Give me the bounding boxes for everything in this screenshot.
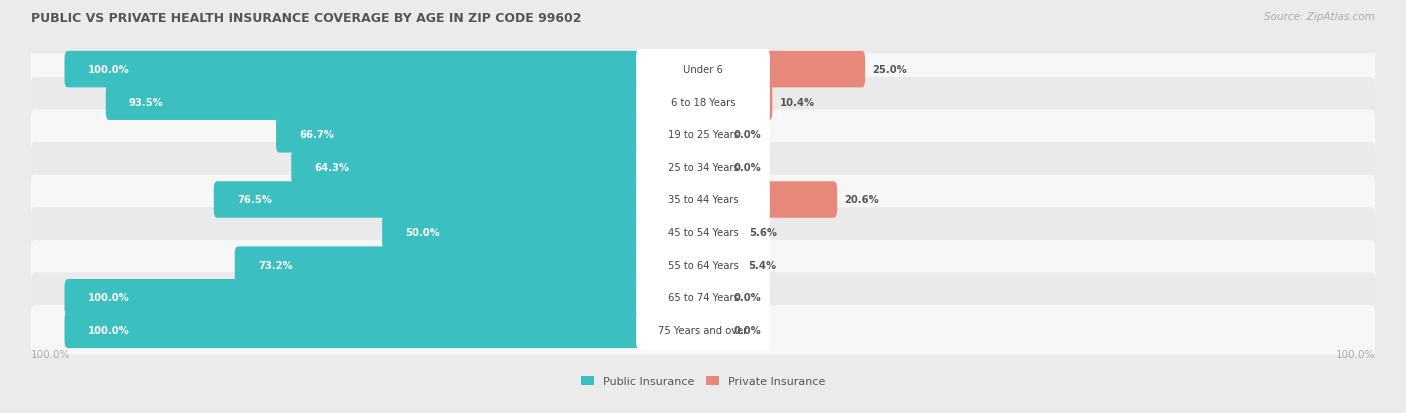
Text: 0.0%: 0.0% — [734, 162, 761, 173]
Text: 50.0%: 50.0% — [405, 228, 440, 237]
Text: 65 to 74 Years: 65 to 74 Years — [668, 292, 738, 303]
FancyBboxPatch shape — [31, 143, 1375, 192]
Text: 0.0%: 0.0% — [734, 130, 761, 140]
FancyBboxPatch shape — [235, 247, 706, 283]
FancyBboxPatch shape — [65, 279, 706, 316]
Text: 20.6%: 20.6% — [845, 195, 879, 205]
FancyBboxPatch shape — [636, 115, 770, 155]
Text: 55 to 64 Years: 55 to 64 Years — [668, 260, 738, 270]
Text: 73.2%: 73.2% — [257, 260, 292, 270]
FancyBboxPatch shape — [700, 117, 725, 153]
Text: 64.3%: 64.3% — [315, 162, 350, 173]
FancyBboxPatch shape — [31, 240, 1375, 290]
FancyBboxPatch shape — [700, 247, 741, 283]
FancyBboxPatch shape — [276, 117, 706, 153]
FancyBboxPatch shape — [700, 312, 725, 348]
Text: 93.5%: 93.5% — [129, 97, 163, 107]
FancyBboxPatch shape — [700, 214, 742, 251]
FancyBboxPatch shape — [214, 182, 706, 218]
FancyBboxPatch shape — [636, 180, 770, 220]
FancyBboxPatch shape — [636, 212, 770, 253]
Text: 100.0%: 100.0% — [1336, 349, 1375, 359]
Text: 6 to 18 Years: 6 to 18 Years — [671, 97, 735, 107]
Text: Under 6: Under 6 — [683, 65, 723, 75]
FancyBboxPatch shape — [105, 84, 706, 121]
Text: 5.4%: 5.4% — [748, 260, 776, 270]
Text: 35 to 44 Years: 35 to 44 Years — [668, 195, 738, 205]
FancyBboxPatch shape — [65, 312, 706, 348]
Text: 45 to 54 Years: 45 to 54 Years — [668, 228, 738, 237]
Text: 76.5%: 76.5% — [238, 195, 271, 205]
FancyBboxPatch shape — [636, 147, 770, 188]
FancyBboxPatch shape — [31, 305, 1375, 355]
FancyBboxPatch shape — [382, 214, 706, 251]
FancyBboxPatch shape — [700, 52, 865, 88]
Text: 10.4%: 10.4% — [780, 97, 814, 107]
Text: 0.0%: 0.0% — [734, 292, 761, 303]
FancyBboxPatch shape — [636, 245, 770, 285]
FancyBboxPatch shape — [31, 208, 1375, 257]
FancyBboxPatch shape — [700, 149, 725, 186]
Legend: Public Insurance, Private Insurance: Public Insurance, Private Insurance — [576, 371, 830, 390]
FancyBboxPatch shape — [636, 82, 770, 123]
Text: 25 to 34 Years: 25 to 34 Years — [668, 162, 738, 173]
FancyBboxPatch shape — [31, 78, 1375, 127]
Text: 100.0%: 100.0% — [87, 325, 129, 335]
FancyBboxPatch shape — [31, 45, 1375, 95]
Text: 0.0%: 0.0% — [734, 325, 761, 335]
Text: 5.6%: 5.6% — [749, 228, 778, 237]
Text: 19 to 25 Years: 19 to 25 Years — [668, 130, 738, 140]
FancyBboxPatch shape — [636, 50, 770, 90]
Text: 100.0%: 100.0% — [87, 292, 129, 303]
FancyBboxPatch shape — [291, 149, 706, 186]
FancyBboxPatch shape — [700, 182, 837, 218]
FancyBboxPatch shape — [700, 84, 772, 121]
Text: 75 Years and over: 75 Years and over — [658, 325, 748, 335]
FancyBboxPatch shape — [700, 279, 725, 316]
FancyBboxPatch shape — [65, 52, 706, 88]
FancyBboxPatch shape — [636, 278, 770, 318]
Text: PUBLIC VS PRIVATE HEALTH INSURANCE COVERAGE BY AGE IN ZIP CODE 99602: PUBLIC VS PRIVATE HEALTH INSURANCE COVER… — [31, 12, 582, 25]
Text: 25.0%: 25.0% — [872, 65, 907, 75]
Text: 100.0%: 100.0% — [31, 349, 70, 359]
FancyBboxPatch shape — [636, 310, 770, 350]
Text: Source: ZipAtlas.com: Source: ZipAtlas.com — [1264, 12, 1375, 22]
Text: 100.0%: 100.0% — [87, 65, 129, 75]
FancyBboxPatch shape — [31, 110, 1375, 160]
FancyBboxPatch shape — [31, 273, 1375, 322]
FancyBboxPatch shape — [31, 175, 1375, 225]
Text: 66.7%: 66.7% — [299, 130, 335, 140]
